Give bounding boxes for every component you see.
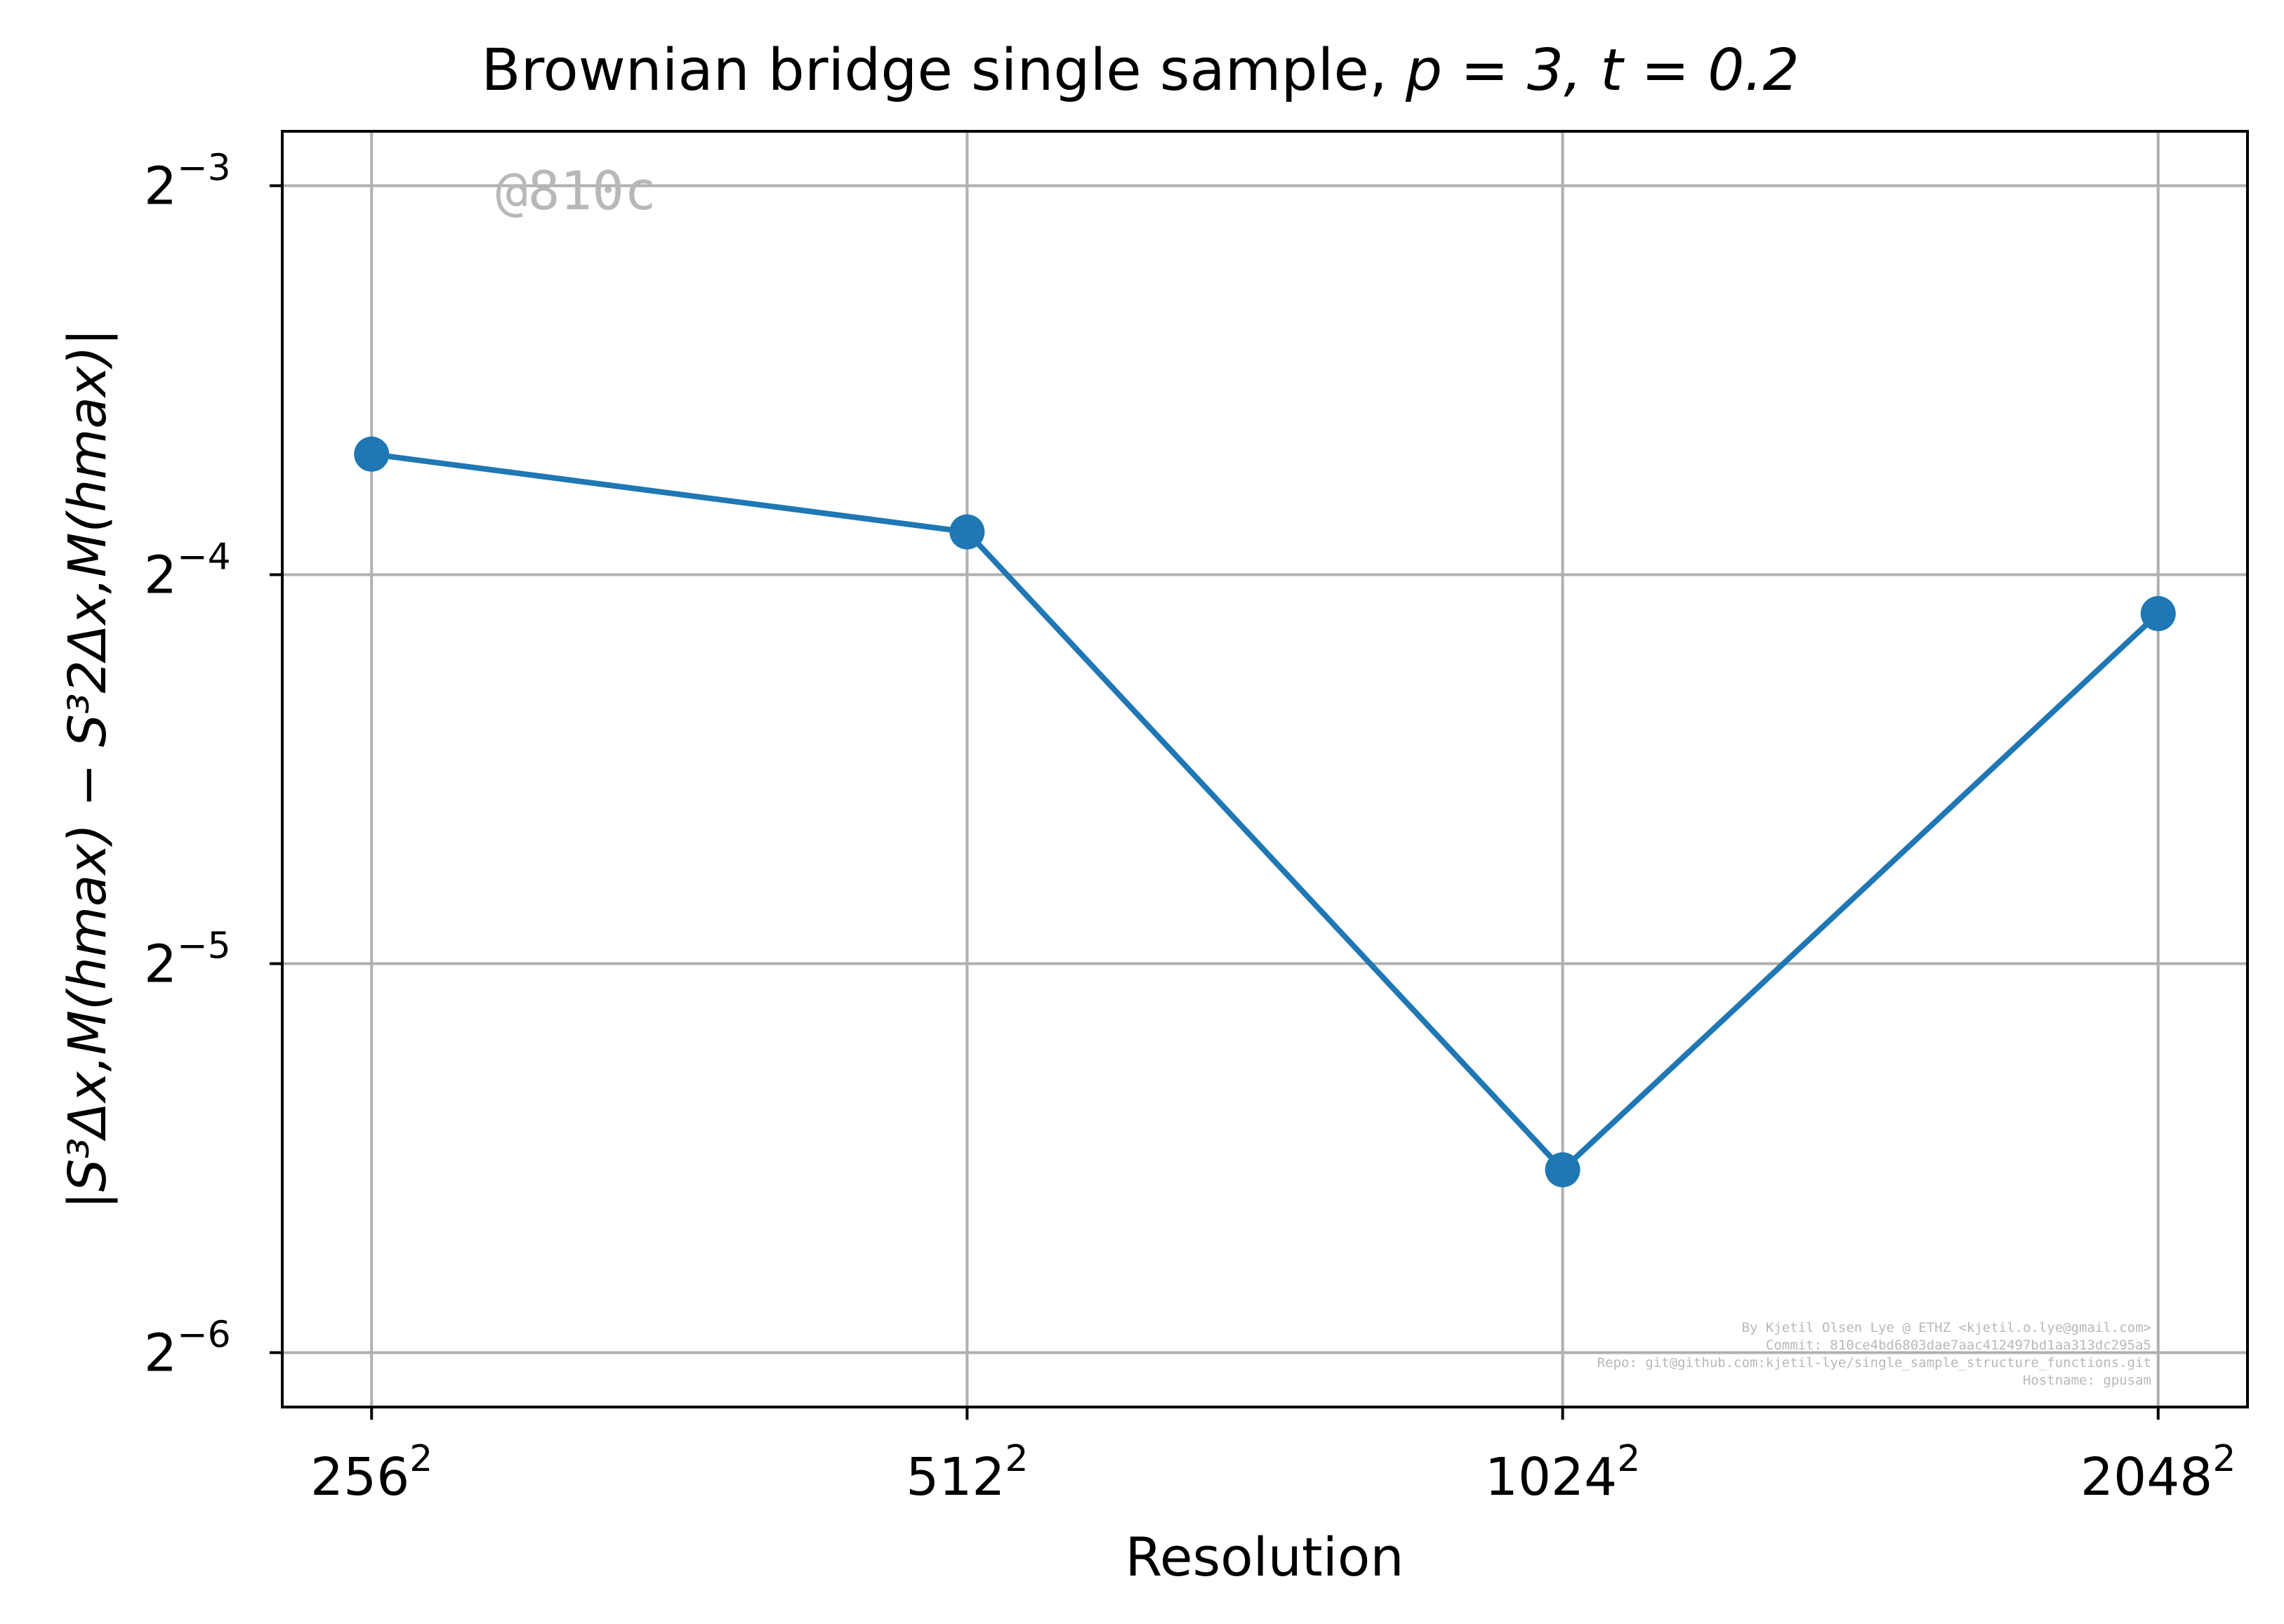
- series: [354, 436, 2176, 1188]
- x-tick-label: 10242: [1485, 1438, 1640, 1507]
- x-tick-label: 20482: [2080, 1438, 2236, 1507]
- x-axis-ticks: 2562 5122 10242 20482: [310, 1407, 2236, 1507]
- y-tick-label: 2−5: [144, 925, 231, 994]
- credit-line: Commit: 810ce4bd6803dae7aac412497bd1aa31…: [1766, 1338, 2151, 1353]
- x-axis-label: Resolution: [1125, 1526, 1404, 1588]
- credit-line: Repo: git@github.com:kjetil-lye/single_s…: [1597, 1355, 2151, 1371]
- data-point: [1545, 1152, 1580, 1188]
- credits: By Kjetil Olsen Lye @ ETHZ <kjetil.o.lye…: [1597, 1320, 2151, 1388]
- x-tick-label: 5122: [906, 1438, 1028, 1507]
- x-tick-label: 2562: [310, 1438, 433, 1507]
- y-tick-label: 2−3: [144, 147, 231, 217]
- data-point: [949, 514, 985, 550]
- grid: [282, 131, 2247, 1407]
- plot-frame: [281, 130, 2249, 1408]
- chart-title-main: Brownian bridge single sample,: [481, 37, 1406, 104]
- y-axis-label: |S³Δx,M(hmax) − S³2Δx,M(hmax)|: [58, 329, 118, 1210]
- data-point: [2140, 595, 2176, 631]
- y-tick-label: 2−4: [144, 536, 231, 606]
- series-line: [371, 451, 2160, 1173]
- data-point: [354, 436, 390, 472]
- watermark-text: @810c: [496, 159, 656, 222]
- chart-title-math: p = 3, t = 0.2: [1405, 37, 1800, 104]
- chart-title: Brownian bridge single sample, p = 3, t …: [481, 37, 1799, 104]
- credit-line: By Kjetil Olsen Lye @ ETHZ <kjetil.o.lye…: [1742, 1320, 2151, 1335]
- credit-line: Hostname: gpusam: [2023, 1373, 2151, 1388]
- y-axis-ticks: 2−3 2−4 2−5 2−6: [144, 147, 282, 1383]
- y-tick-label: 2−6: [144, 1314, 231, 1383]
- plot-area: [282, 131, 2247, 1407]
